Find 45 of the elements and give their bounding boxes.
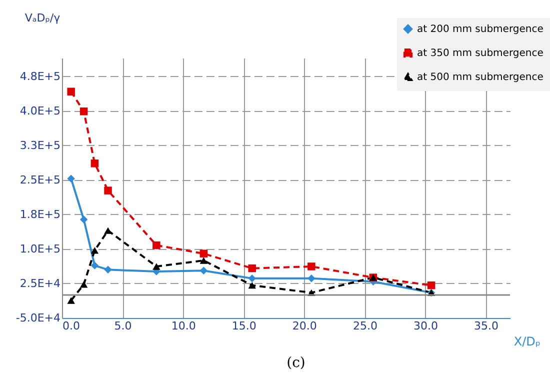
x-tick-label: 35.0 xyxy=(474,320,499,332)
point xyxy=(104,186,112,194)
point xyxy=(308,274,316,282)
text: (c) xyxy=(286,355,306,371)
y-tick-label: 1.8E+5 xyxy=(20,208,60,221)
x-tick-label: 0.0 xyxy=(62,320,80,332)
y-tick-label: 3.3E+5 xyxy=(20,138,60,152)
legend-label: at 200 mm submergence xyxy=(417,24,544,35)
point xyxy=(200,257,208,264)
point xyxy=(90,160,99,168)
point xyxy=(248,264,256,272)
point xyxy=(80,216,88,224)
x-tick-label: 25.0 xyxy=(352,320,378,332)
point xyxy=(67,88,75,96)
y-tick-label: 4.0E+5 xyxy=(20,104,60,118)
x-tick-label: 30.0 xyxy=(413,320,438,332)
x-tick-label: 15.0 xyxy=(232,320,256,332)
point xyxy=(67,297,75,304)
point xyxy=(90,247,99,254)
legend-label: at 350 mm submergence xyxy=(417,48,544,59)
point xyxy=(308,262,316,270)
point xyxy=(152,241,160,250)
y-axis-title: VₐDₚ/γ xyxy=(24,12,61,24)
y-tick-label: -5.0E+4 xyxy=(16,312,60,324)
point xyxy=(80,108,88,116)
legend-label: at 500 mm submergence xyxy=(417,72,544,83)
y-tick-label: 2.5E+4 xyxy=(20,276,60,290)
point xyxy=(67,174,75,182)
point xyxy=(248,282,256,289)
x-tick-label: 10.0 xyxy=(171,320,196,332)
point xyxy=(90,262,99,270)
point xyxy=(248,274,256,282)
y-tick-label: 1.0E+5 xyxy=(20,242,60,256)
x-tick-label: 5.0 xyxy=(114,320,132,332)
point xyxy=(152,263,160,270)
x-tick-label: 20.0 xyxy=(292,320,317,332)
point xyxy=(200,250,208,258)
x-axis-title: X/Dₚ xyxy=(514,334,540,348)
y-tick-label: 4.8E+5 xyxy=(20,70,60,83)
point xyxy=(80,281,88,288)
y-tick-label: 2.5E+5 xyxy=(20,173,60,186)
point xyxy=(427,281,436,290)
point xyxy=(104,227,112,234)
point xyxy=(104,266,112,274)
point xyxy=(200,266,208,274)
